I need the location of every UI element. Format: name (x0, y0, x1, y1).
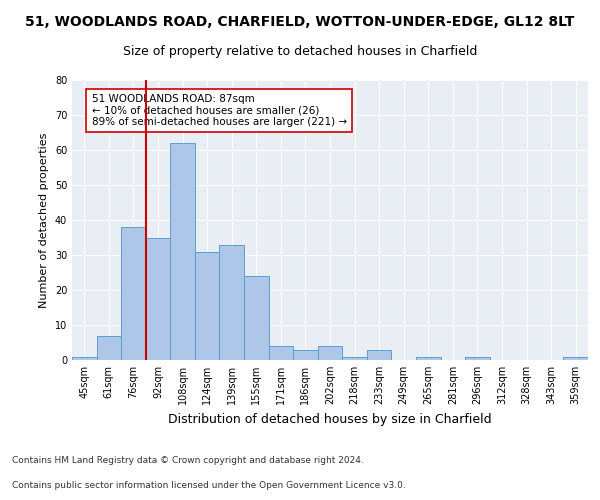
Text: Distribution of detached houses by size in Charfield: Distribution of detached houses by size … (168, 412, 492, 426)
Text: 51, WOODLANDS ROAD, CHARFIELD, WOTTON-UNDER-EDGE, GL12 8LT: 51, WOODLANDS ROAD, CHARFIELD, WOTTON-UN… (25, 15, 575, 29)
Bar (121, 227, 146, 360)
Bar (146, 238, 170, 360)
Bar (293, 350, 318, 360)
Bar (220, 244, 244, 360)
Bar (367, 350, 391, 360)
Bar (97, 336, 121, 360)
Bar (269, 346, 293, 360)
Bar (195, 252, 220, 360)
Text: 51 WOODLANDS ROAD: 87sqm
← 10% of detached houses are smaller (26)
89% of semi-d: 51 WOODLANDS ROAD: 87sqm ← 10% of detach… (92, 94, 347, 127)
Y-axis label: Number of detached properties: Number of detached properties (39, 132, 49, 308)
Bar (465, 356, 490, 360)
Bar (72, 356, 97, 360)
Text: Contains HM Land Registry data © Crown copyright and database right 2024.: Contains HM Land Registry data © Crown c… (12, 456, 364, 465)
Text: Size of property relative to detached houses in Charfield: Size of property relative to detached ho… (123, 45, 477, 58)
Bar (563, 356, 588, 360)
Bar (170, 143, 195, 360)
Bar (342, 356, 367, 360)
Bar (244, 276, 269, 360)
Text: Contains public sector information licensed under the Open Government Licence v3: Contains public sector information licen… (12, 481, 406, 490)
Bar (416, 356, 440, 360)
Bar (318, 346, 342, 360)
